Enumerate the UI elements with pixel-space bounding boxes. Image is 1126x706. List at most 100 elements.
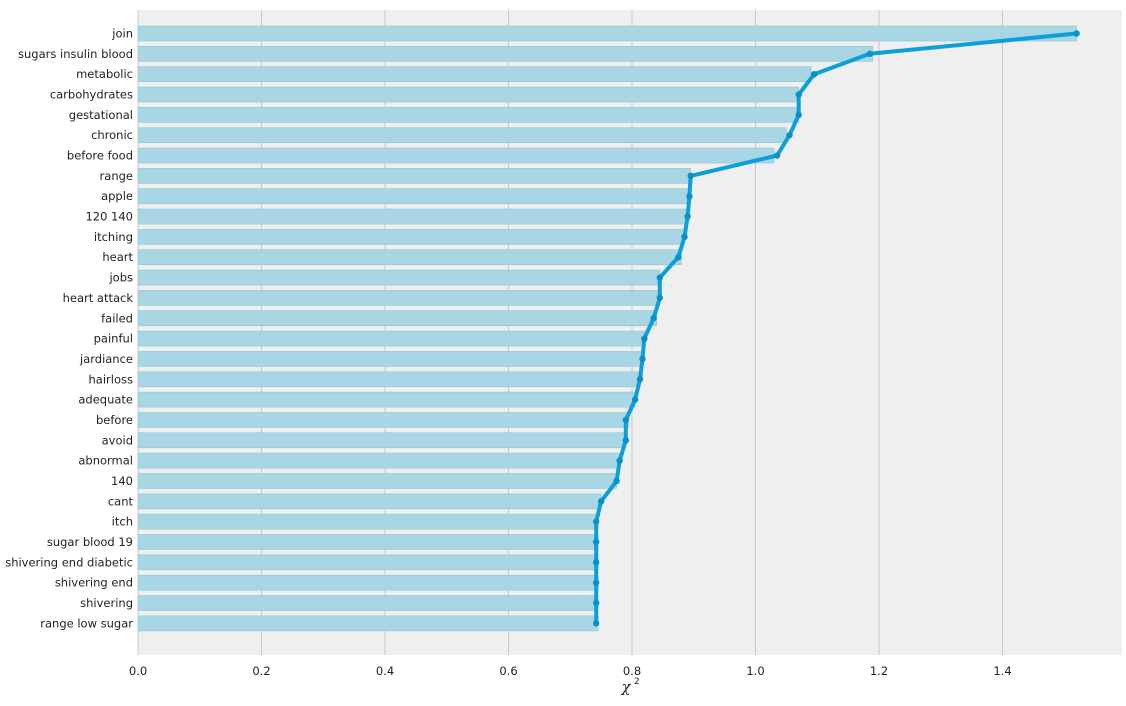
bar-4 xyxy=(137,107,800,123)
bar-29 xyxy=(137,615,599,632)
trend-point-4 xyxy=(795,111,802,119)
category-label-7: range xyxy=(100,169,133,183)
trend-point-3 xyxy=(795,91,802,98)
trend-point-2 xyxy=(810,70,818,78)
trend-point-18 xyxy=(631,396,639,403)
trend-point-27 xyxy=(592,579,600,586)
bar-25 xyxy=(137,534,599,550)
trend-markers xyxy=(592,30,1080,627)
trend-point-28 xyxy=(592,599,600,607)
category-label-24: itch xyxy=(112,515,133,529)
trend-point-11 xyxy=(675,254,682,261)
category-label-21: abnormal xyxy=(78,454,133,468)
category-label-16: jardiance xyxy=(79,352,133,366)
x-tick-label-1: 0.2 xyxy=(252,664,270,678)
bar-1 xyxy=(137,46,874,62)
bar-6 xyxy=(137,147,775,164)
trend-point-17 xyxy=(636,376,644,383)
category-label-25: sugar blood 19 xyxy=(47,535,133,549)
x-tick-label-5: 1.0 xyxy=(746,664,764,678)
category-label-1: sugars insulin blood xyxy=(18,47,133,61)
bar-20 xyxy=(137,432,627,449)
trend-point-26 xyxy=(592,559,600,566)
category-label-5: chronic xyxy=(91,128,133,142)
category-label-26: shivering end diabetic xyxy=(5,555,133,569)
category-label-11: heart xyxy=(102,250,133,264)
category-label-14: failed xyxy=(101,311,133,325)
x-tick-labels: 0.0 0.2 0.4 0.6 0.8 1.0 1.2 1.4 xyxy=(129,664,1012,678)
trend-point-12 xyxy=(656,274,663,281)
bar-7 xyxy=(137,168,691,184)
category-label-19: before xyxy=(96,413,133,427)
category-label-29: range low sugar xyxy=(40,616,133,630)
bar-26 xyxy=(137,554,599,571)
x-tick-label-0: 0.0 xyxy=(129,664,147,678)
category-label-18: adequate xyxy=(78,393,133,407)
category-label-6: before food xyxy=(67,149,133,163)
category-label-9: 120 140 xyxy=(85,210,133,224)
trend-point-7 xyxy=(687,172,694,180)
category-label-3: carbohydrates xyxy=(50,88,133,102)
trend-point-6 xyxy=(773,152,781,159)
trend-point-23 xyxy=(597,498,605,505)
trend-point-29 xyxy=(592,620,600,627)
trend-point-9 xyxy=(684,213,691,220)
category-label-10: itching xyxy=(94,230,133,244)
bar-21 xyxy=(137,452,620,469)
trend-point-5 xyxy=(786,132,793,139)
bar-16 xyxy=(137,351,642,367)
bar-5 xyxy=(137,127,787,143)
category-label-0: join xyxy=(111,27,133,41)
bar-2 xyxy=(137,66,812,82)
trend-point-16 xyxy=(639,355,646,363)
category-labels: join sugars insulin blood metabolic carbohy… xyxy=(5,27,133,631)
bar-22 xyxy=(137,473,617,489)
trend-point-25 xyxy=(592,538,600,546)
bar-24 xyxy=(137,513,599,530)
category-label-15: painful xyxy=(94,332,133,346)
bar-12 xyxy=(137,269,661,286)
trend-point-0 xyxy=(1073,30,1080,37)
bar-19 xyxy=(137,412,630,428)
bar-13 xyxy=(137,290,661,306)
bar-10 xyxy=(137,229,685,245)
bar-9 xyxy=(137,208,688,225)
trend-point-1 xyxy=(866,50,873,58)
bar-11 xyxy=(137,249,682,266)
x-tick-label-3: 0.6 xyxy=(499,664,517,678)
trend-point-20 xyxy=(622,437,630,444)
category-label-23: cant xyxy=(108,494,134,508)
trend-point-13 xyxy=(656,294,663,302)
trend-point-19 xyxy=(622,416,630,424)
x-tick-label-2: 0.4 xyxy=(376,664,394,678)
trend-point-24 xyxy=(592,518,600,525)
category-label-20: avoid xyxy=(102,433,133,447)
bar-27 xyxy=(137,574,599,591)
bar-3 xyxy=(137,86,800,103)
bar-28 xyxy=(137,595,599,611)
trend-point-8 xyxy=(686,193,693,200)
category-label-27: shivering end xyxy=(55,576,133,590)
bar-0 xyxy=(137,25,1077,42)
trend-point-14 xyxy=(650,315,657,322)
category-label-4: gestational xyxy=(69,108,133,122)
x-axis-label-superscript: 2 xyxy=(634,677,640,687)
trend-point-15 xyxy=(641,335,648,342)
x-tick-label-4: 0.8 xyxy=(623,664,641,678)
category-label-8: apple xyxy=(101,189,133,203)
category-label-12: jobs xyxy=(108,271,133,285)
trend-line-series xyxy=(594,31,1079,626)
bar-23 xyxy=(137,493,602,510)
bar-17 xyxy=(137,371,639,388)
category-label-13: heart attack xyxy=(63,291,134,305)
bar-14 xyxy=(137,310,658,327)
bar-15 xyxy=(137,330,645,347)
x-tick-label-6: 1.2 xyxy=(870,664,888,678)
category-label-2: metabolic xyxy=(76,67,133,81)
category-label-22: 140 xyxy=(111,474,133,488)
category-label-28: shivering xyxy=(80,596,133,610)
x-axis-label: χ xyxy=(620,678,631,696)
bar-18 xyxy=(137,391,636,408)
